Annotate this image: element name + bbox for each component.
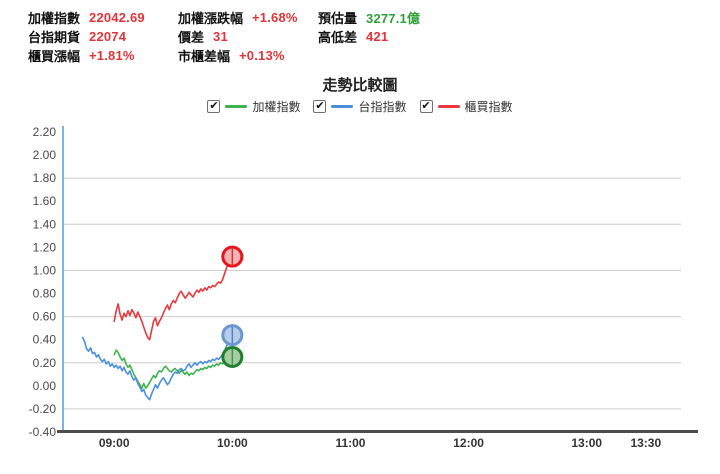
y-tick-label: -0.40 — [29, 425, 57, 439]
stat-otc-change-pct: 櫃買漲幅 +1.81% — [28, 46, 178, 65]
stat-value-weighted-change-pct: +1.68% — [252, 10, 298, 25]
x-tick-label: 12:00 — [453, 436, 484, 450]
stat-weighted-change-pct: 加權漲跌幅 +1.68% — [178, 8, 318, 27]
x-tick-label: 09:00 — [99, 436, 130, 450]
stat-value-weighted-index: 22042.69 — [89, 10, 145, 25]
gridlines — [63, 177, 681, 410]
y-tick-label: 0.60 — [33, 310, 57, 324]
legend-item-weighted-index: ✔ 加權指數 — [207, 98, 300, 115]
y-tick-label: 1.40 — [33, 217, 57, 231]
stat-market-otc-diff-pct: 市櫃差幅 +0.13% — [178, 46, 318, 65]
stat-label-high-low-diff: 高低差 — [318, 30, 358, 45]
legend-line-swatch-weighted-index — [225, 105, 248, 108]
series-line-weighted-index — [113, 349, 234, 390]
stat-value-otc-change-pct: +1.81% — [89, 48, 135, 63]
x-tick-label: 13:30 — [630, 436, 661, 450]
stat-value-price-diff: 31 — [213, 29, 228, 44]
legend-label-taiex-index: 台指指數 — [358, 100, 407, 114]
legend-line-swatch-taiex-index — [331, 105, 354, 108]
legend-item-otc-index: ✔ 櫃買指數 — [419, 98, 513, 115]
legend-label-otc-index: 櫃買指數 — [464, 100, 513, 114]
stat-value-taiex-futures: 22074 — [89, 29, 127, 44]
stat-label-market-otc-diff-pct: 市櫃差幅 — [178, 49, 231, 64]
y-tick-label: 0.80 — [33, 287, 57, 301]
y-tick-label: 1.00 — [33, 263, 57, 277]
x-tick-label: 10:00 — [217, 436, 248, 450]
stat-value-estimated-volume: 3277.1億 — [366, 11, 421, 26]
stat-label-price-diff: 價差 — [178, 30, 205, 45]
stat-label-estimated-volume: 預估量 — [318, 11, 358, 26]
chart-legend: ✔ 加權指數 ✔ 台指指數 ✔ 櫃買指數 — [0, 98, 720, 115]
stat-high-low-diff: 高低差 421 — [318, 27, 518, 46]
y-tick-label: 0.00 — [33, 379, 57, 393]
current-marker-otc-index — [221, 245, 244, 268]
series-line-taiex-index — [81, 334, 234, 401]
stat-taiex-futures: 台指期貨 22074 — [28, 27, 178, 46]
stat-label-weighted-change-pct: 加權漲跌幅 — [178, 11, 244, 26]
x-tick-label: 11:00 — [335, 436, 365, 450]
stat-label-taiex-futures: 台指期貨 — [28, 30, 81, 45]
legend-item-taiex-index: ✔ 台指指數 — [313, 98, 407, 115]
y-tick-label: 0.20 — [33, 356, 57, 370]
y-axis-labels: 2.20 2.00 1.80 1.60 1.40 1.20 1.00 0.80 0.60 0.40… — [29, 125, 57, 439]
legend-checkbox-weighted-index[interactable]: ✔ — [207, 100, 221, 113]
y-tick-label: 1.80 — [33, 171, 57, 185]
stat-label-otc-change-pct: 櫃買漲幅 — [28, 49, 81, 64]
series-line-otc-index — [113, 255, 234, 341]
y-tick-label: -0.20 — [29, 402, 57, 416]
y-tick-label: 1.60 — [33, 194, 57, 208]
y-tick-label: 2.00 — [33, 148, 57, 162]
legend-line-swatch-otc-index — [437, 105, 460, 108]
stat-price-diff: 價差 31 — [178, 27, 318, 46]
x-tick-label: 13:00 — [571, 436, 602, 450]
stat-estimated-volume: 預估量 3277.1億 — [318, 8, 518, 27]
stat-label-weighted-index: 加權指數 — [28, 11, 81, 26]
y-tick-label: 2.20 — [33, 125, 57, 139]
x-axis-labels: 09:00 10:00 11:00 12:00 13:00 13:30 — [99, 436, 662, 450]
market-stats-panel: 加權指數 22042.69 加權漲跌幅 +1.68% 預估量 3277.1億台指期貨 220… — [28, 8, 518, 65]
stat-weighted-index: 加權指數 22042.69 — [28, 8, 178, 27]
y-tick-label: 0.40 — [33, 333, 57, 347]
legend-checkbox-otc-index[interactable]: ✔ — [419, 100, 433, 113]
y-tick-label: 1.20 — [33, 240, 57, 254]
stat-value-high-low-diff: 421 — [366, 29, 389, 44]
chart-title: 走勢比較圖 — [322, 77, 398, 94]
stat-value-market-otc-diff-pct: +0.13% — [239, 48, 285, 63]
legend-label-weighted-index: 加權指數 — [252, 100, 301, 114]
current-marker-weighted-index — [221, 346, 244, 368]
current-marker-taiex-index — [221, 324, 244, 347]
legend-checkbox-taiex-index[interactable]: ✔ — [313, 100, 327, 113]
